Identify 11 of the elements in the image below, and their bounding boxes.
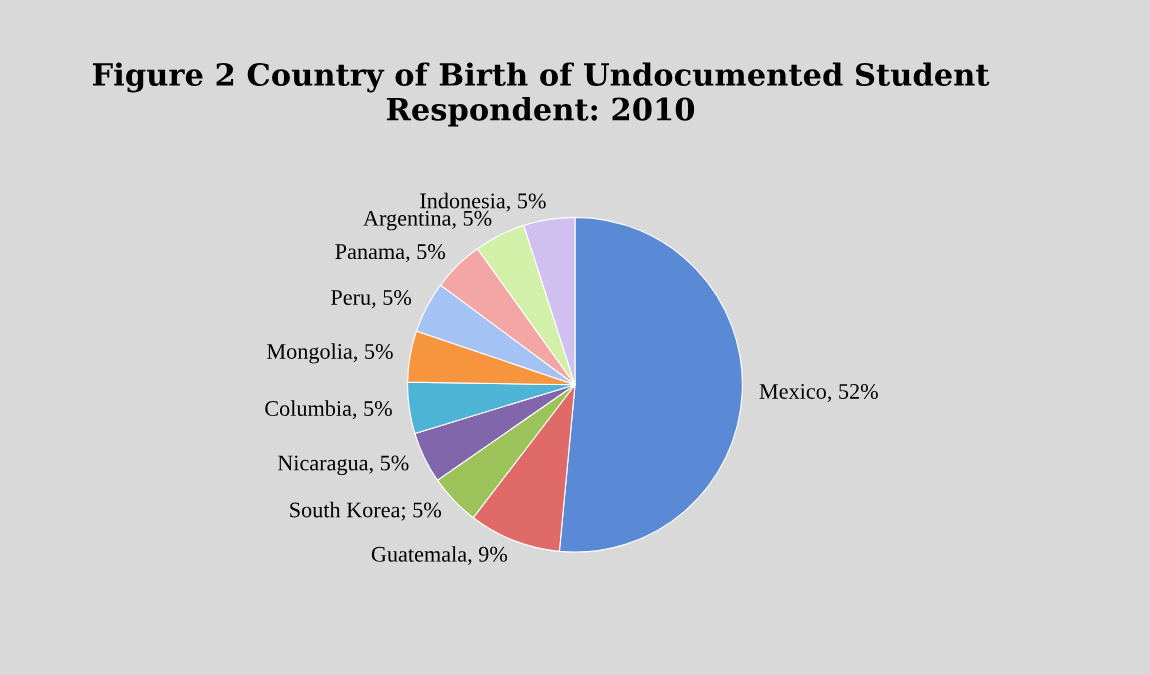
slice-label: Indonesia, 5% bbox=[420, 192, 546, 212]
slice-label: Peru, 5% bbox=[331, 289, 412, 309]
slice-label: Mexico, 52% bbox=[759, 383, 878, 403]
slice-label: Guatemala, 9% bbox=[371, 546, 508, 565]
slice-label: Nicaragua, 5% bbox=[277, 455, 409, 476]
slice-label: South Korea; 5% bbox=[290, 501, 442, 521]
slice-label: Columbia, 5% bbox=[265, 400, 392, 420]
slice-label: Argentina, 5% bbox=[363, 210, 492, 231]
slice-label: Mongolia, 5% bbox=[267, 343, 393, 364]
chart-title: Figure 2 Country of Birth of Undocumented Student Respondent: 2010 bbox=[92, 62, 990, 127]
slice-label: Panama, 5% bbox=[335, 244, 446, 263]
